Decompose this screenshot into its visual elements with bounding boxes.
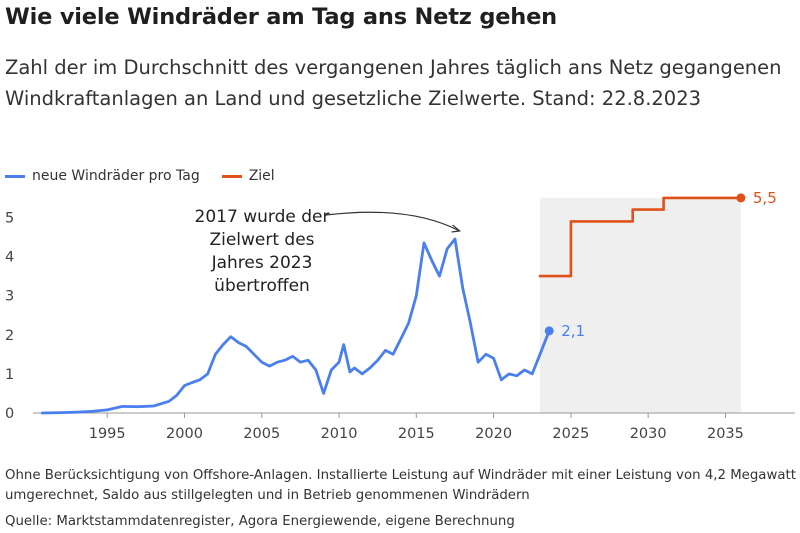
x-tick-label: 1995 [89, 426, 126, 442]
legend-item-target: Ziel [221, 168, 275, 184]
x-tick-label: 2005 [243, 426, 280, 442]
annotation-text-line: übertroffen [214, 276, 310, 296]
y-tick-label: 4 [5, 250, 14, 266]
chart-subtitle: Zahl der im Durchschnitt des vergangenen… [5, 56, 782, 110]
chart-title: Wie viele Windräder am Tag ans Netz gehe… [5, 4, 557, 30]
legend-swatch-actual [5, 174, 25, 178]
annotation-arrowhead [451, 224, 462, 233]
legend: neue Windräder pro Tag Ziel [5, 168, 297, 184]
y-tick-label: 5 [5, 210, 14, 226]
annotation-text-line: Zielwert des [209, 230, 314, 250]
end-label-actual: 2,1 [561, 322, 585, 340]
x-tick-label: 2015 [398, 426, 435, 442]
legend-item-actual: neue Windräder pro Tag [5, 168, 200, 184]
footnote: Ohne Berücksichtigung von Offshore-Anlag… [5, 468, 796, 503]
x-tick-label: 2035 [707, 426, 744, 442]
y-tick-label: 1 [5, 367, 14, 383]
annotation-text-line: Jahres 2023 [211, 253, 313, 273]
annotation-text-line: 2017 wurde der [195, 207, 330, 227]
x-tick-label: 2000 [166, 426, 203, 442]
x-tick-label: 2020 [475, 426, 512, 442]
y-tick-label: 3 [5, 289, 14, 305]
x-tick-label: 2025 [552, 426, 589, 442]
chart-plot: 0 1 2 3 4 5 1995 2000 2005 2010 2015 2020 2025 2030 20… [5, 189, 795, 442]
source-note: Quelle: Marktstammdatenregister, Agora E… [5, 514, 515, 529]
end-dot-actual [544, 326, 554, 336]
x-tick-label: 2030 [630, 426, 667, 442]
end-dot-target [736, 193, 746, 203]
end-label-target: 5,5 [753, 189, 777, 207]
legend-label-target: Ziel [248, 168, 275, 184]
x-tick-label: 2010 [321, 426, 358, 442]
annotation-arrow [325, 211, 460, 232]
series-line-target [538, 196, 743, 278]
legend-label-actual: neue Windräder pro Tag [32, 168, 200, 184]
target-period-shade [539, 197, 741, 413]
legend-swatch-target [221, 174, 242, 178]
y-tick-label: 0 [5, 406, 14, 422]
series-line-actual [40, 237, 551, 415]
y-tick-label: 2 [5, 328, 14, 344]
